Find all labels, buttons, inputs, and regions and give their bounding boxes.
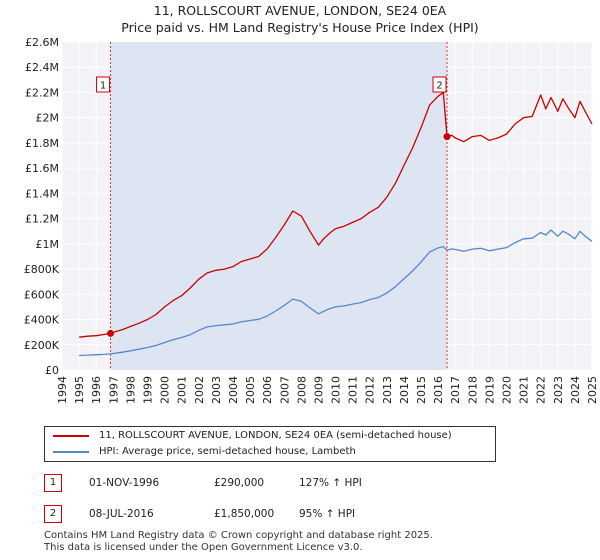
ownership-period-shade xyxy=(110,42,448,370)
x-tick-label: 1995 xyxy=(73,376,86,404)
x-tick-label: 2012 xyxy=(364,376,377,404)
sale-hpi-change: 95% ↑ HPI xyxy=(299,508,356,520)
price-chart: 1 2 £0 £200K £400K £600K £800K £1M £1.2M £1.4M £1… xyxy=(24,36,599,404)
y-tick-label: £2.6M xyxy=(25,36,59,49)
x-tick-label: 2004 xyxy=(227,376,240,404)
x-tick-label: 2011 xyxy=(347,376,360,404)
x-tick-label: 2016 xyxy=(432,376,445,404)
x-tick-label: 1997 xyxy=(107,376,120,404)
legend-label-property: 11, ROLLSCOURT AVENUE, LONDON, SE24 0EA … xyxy=(99,430,452,441)
x-tick-label: 2006 xyxy=(261,376,274,404)
legend-label-hpi: HPI: Average price, semi-detached house,… xyxy=(99,446,356,457)
series-line-property xyxy=(79,91,593,338)
annotation-box xyxy=(96,76,111,93)
sale-price: £290,000 xyxy=(214,477,265,489)
x-tick-label: 2007 xyxy=(278,376,291,404)
x-tick-label: 2009 xyxy=(312,376,325,404)
y-tick-label: £2M xyxy=(36,112,60,125)
x-tick-label: 1999 xyxy=(141,376,154,404)
y-tick-label: £800K xyxy=(24,263,60,276)
sale-point xyxy=(107,329,115,337)
y-tick-label: £2.4M xyxy=(25,61,59,74)
sale-date: 08-JUL-2016 xyxy=(89,508,154,520)
sale-badge: 2 xyxy=(44,505,62,523)
x-tick-label: 1996 xyxy=(90,376,103,404)
x-tick-label: 1998 xyxy=(124,376,137,404)
chart-title: 11, ROLLSCOURT AVENUE, LONDON, SE24 0EA xyxy=(153,3,447,18)
x-tick-label: 2014 xyxy=(398,376,411,404)
x-tick-label: 2001 xyxy=(176,376,189,404)
y-tick-label: £1M xyxy=(36,238,60,251)
x-tick-label: 2020 xyxy=(501,376,514,404)
sale-badge: 1 xyxy=(44,474,62,492)
x-tick-label: 2002 xyxy=(193,376,206,404)
sale-date: 01-NOV-1996 xyxy=(89,477,160,489)
y-tick-label: £1.8M xyxy=(25,137,59,150)
series-line-hpi xyxy=(79,229,593,357)
x-tick-label: 2005 xyxy=(244,376,257,404)
legend-swatch-hpi xyxy=(53,451,89,453)
annotation-label: 1 xyxy=(100,81,106,92)
x-tick-label: 2010 xyxy=(330,376,343,404)
y-tick-label: £2.2M xyxy=(25,86,59,99)
annotation-box xyxy=(432,76,447,93)
x-tick-label: 2025 xyxy=(586,376,599,404)
sale-point xyxy=(443,133,451,141)
sale-price: £1,850,000 xyxy=(214,508,275,520)
y-tick-label: £200K xyxy=(24,339,60,352)
x-tick-label: 2021 xyxy=(518,376,531,404)
x-tick-label: 2023 xyxy=(552,376,565,404)
footer-copyright: Contains HM Land Registry data © Crown c… xyxy=(44,530,433,541)
x-tick-label: 2013 xyxy=(381,376,394,404)
y-tick-label: £1.6M xyxy=(25,162,59,175)
y-tick-label: £400K xyxy=(24,314,60,327)
x-tick-label: 2008 xyxy=(295,376,308,404)
x-tick-label: 2017 xyxy=(449,376,462,404)
x-tick-label: 1994 xyxy=(56,376,69,404)
x-tick-label: 2022 xyxy=(535,376,548,404)
x-tick-label: 2003 xyxy=(210,376,223,404)
y-tick-label: £1.2M xyxy=(25,213,59,226)
footer-licence: This data is licensed under the Open Gov… xyxy=(44,542,363,553)
y-tick-label: £0 xyxy=(45,364,59,377)
x-tick-label: 2024 xyxy=(569,376,582,404)
legend-swatch-property xyxy=(53,435,89,437)
x-tick-label: 2015 xyxy=(415,376,428,404)
y-tick-label: £600K xyxy=(24,288,60,301)
legend: 11, ROLLSCOURT AVENUE, LONDON, SE24 0EA … xyxy=(44,426,496,462)
x-tick-label: 2018 xyxy=(466,376,479,404)
x-tick-label: 2000 xyxy=(159,376,172,404)
chart-subtitle: Price paid vs. HM Land Registry's House … xyxy=(121,20,479,35)
x-tick-label: 2019 xyxy=(483,376,496,404)
sale-hpi-change: 127% ↑ HPI xyxy=(299,477,362,489)
annotation-label: 2 xyxy=(436,81,442,92)
y-tick-label: £1.4M xyxy=(25,187,59,200)
